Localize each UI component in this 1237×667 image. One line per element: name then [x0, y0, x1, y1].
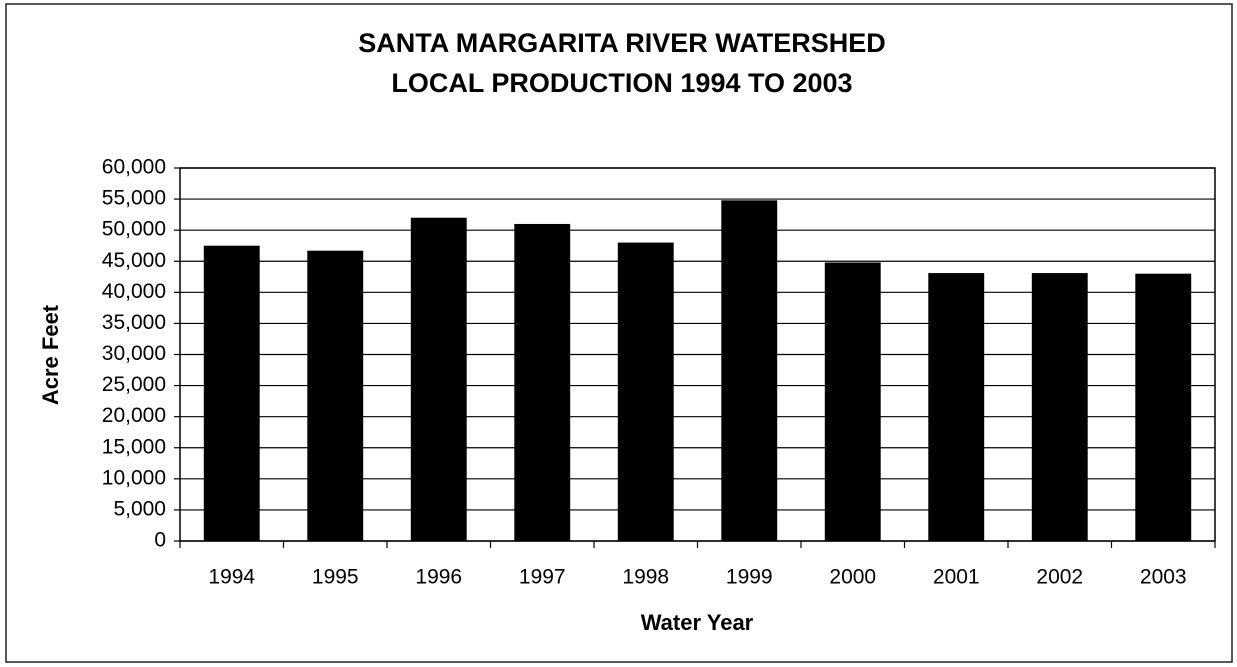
x-tick-label: 1996: [415, 566, 462, 589]
chart-title: SANTA MARGARITA RIVER WATERSHED: [358, 28, 886, 58]
bar: [928, 273, 985, 541]
x-axis-title: Water Year: [641, 610, 754, 635]
y-tick-label: 35,000: [102, 311, 166, 334]
bar: [410, 217, 467, 541]
x-tick-label: 1997: [519, 566, 566, 589]
y-tick-label: 30,000: [102, 342, 166, 365]
bar: [1031, 273, 1088, 541]
bar: [1135, 273, 1192, 541]
chart-frame: [5, 3, 1233, 663]
x-tick-label: 2002: [1036, 566, 1083, 589]
bar: [203, 245, 260, 542]
y-tick-label: 10,000: [102, 466, 166, 489]
x-tick-label: 2001: [933, 566, 980, 589]
x-tick-label: 1994: [208, 566, 255, 589]
x-tick-label: 1995: [312, 566, 359, 589]
y-tick-label: 0: [154, 529, 166, 552]
y-axis-title: Acre Feet: [38, 304, 63, 405]
x-tick-label: 1999: [726, 566, 773, 589]
bar: [617, 242, 674, 541]
x-tick-label: 1998: [622, 566, 669, 589]
y-tick-label: 20,000: [102, 404, 166, 427]
y-tick-label: 60,000: [102, 156, 166, 179]
y-tick-label: 50,000: [102, 218, 166, 241]
x-tick-label: 2000: [829, 566, 876, 589]
bar: [307, 250, 364, 541]
bar: [721, 200, 778, 541]
y-tick-label: 45,000: [102, 249, 166, 272]
y-tick-label: 55,000: [102, 187, 166, 210]
y-tick-label: 25,000: [102, 373, 166, 396]
bar: [824, 262, 881, 541]
y-tick-label: 40,000: [102, 280, 166, 303]
x-tick-label: 2003: [1140, 566, 1187, 589]
y-tick-label: 5,000: [113, 497, 166, 520]
bar: [514, 223, 571, 541]
chart-title: LOCAL PRODUCTION 1994 TO 2003: [391, 68, 852, 98]
y-tick-label: 15,000: [102, 435, 166, 458]
